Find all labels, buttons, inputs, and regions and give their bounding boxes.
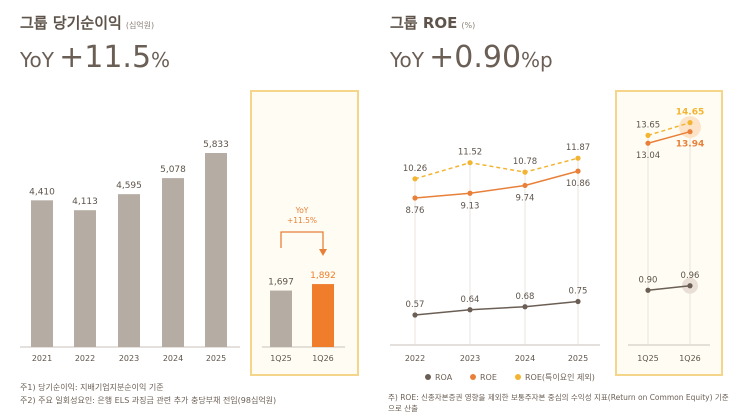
data-label: 0.64 xyxy=(461,295,480,305)
series-line xyxy=(647,121,691,137)
highlight-glow xyxy=(679,116,701,139)
legend-marker xyxy=(515,374,521,380)
x-tick-label: 2022 xyxy=(75,354,95,363)
series-line xyxy=(647,285,691,291)
data-point xyxy=(522,304,528,310)
bar xyxy=(74,210,96,347)
data-label: 8.76 xyxy=(406,206,425,216)
right-yoy: YoY +0.90%p xyxy=(390,40,553,75)
annotation: +11.5% xyxy=(287,216,317,225)
legend-label: ROA xyxy=(435,373,453,382)
bar xyxy=(270,290,292,347)
bar xyxy=(118,194,140,347)
bar xyxy=(205,153,227,347)
left-title-text: 그룹 당기순이익 xyxy=(20,14,122,32)
data-label: 11.87 xyxy=(566,143,590,153)
data-point xyxy=(687,283,693,289)
data-label: 10.86 xyxy=(566,179,590,189)
bar-label: 1,892 xyxy=(310,271,336,281)
data-point xyxy=(645,140,651,146)
data-point xyxy=(522,169,528,175)
data-label: 10.26 xyxy=(403,164,427,174)
data-label: 9.74 xyxy=(516,193,535,203)
arrow-head xyxy=(319,249,327,256)
yoy-label: YoY xyxy=(390,48,425,72)
series-line xyxy=(414,300,579,316)
note-1: 주1) 당기순이익: 지배기업지분순이익 기준 xyxy=(20,383,164,392)
left-yoy: YoY +11.5% xyxy=(20,40,170,75)
series-line xyxy=(414,170,579,199)
legend-marker xyxy=(470,374,476,380)
data-point xyxy=(645,132,651,139)
x-tick-label: 2024 xyxy=(163,354,183,363)
x-tick-label: 1Q26 xyxy=(312,354,334,363)
right-unit: (%) xyxy=(461,21,476,30)
bar-label: 4,410 xyxy=(29,187,55,197)
legend-label: ROE(특이요인 제외) xyxy=(525,372,595,382)
x-tick-label: 2025 xyxy=(568,354,588,363)
x-tick-label: 2021 xyxy=(32,354,52,363)
data-point xyxy=(522,182,528,189)
data-label: 11.52 xyxy=(458,148,482,158)
data-label: 0.90 xyxy=(639,275,658,285)
data-label: 13.94 xyxy=(676,140,704,150)
yoy-value: +11.5 xyxy=(59,40,152,75)
series-line xyxy=(647,130,691,144)
yoy-label: YoY xyxy=(20,48,55,72)
bar xyxy=(312,284,334,347)
legend-label: ROE xyxy=(480,373,497,382)
data-point xyxy=(687,129,693,135)
x-tick-label: 2024 xyxy=(515,354,535,363)
legend-marker xyxy=(425,374,431,380)
right-title: 그룹 ROE (%) xyxy=(390,12,475,33)
data-label: 0.68 xyxy=(516,292,535,302)
yoy-suffix: % xyxy=(151,48,171,72)
data-label: 10.78 xyxy=(513,157,537,167)
data-label: 13.65 xyxy=(636,120,660,130)
data-point xyxy=(575,298,581,305)
quarter-highlight-box-left xyxy=(250,90,359,376)
x-tick-label: 2025 xyxy=(206,354,226,363)
series-line xyxy=(414,157,579,180)
yoy-value: +0.90 xyxy=(429,40,522,75)
data-point xyxy=(645,287,651,293)
bar-label: 1,697 xyxy=(268,278,294,288)
x-tick-label: 2022 xyxy=(405,354,425,363)
data-point xyxy=(575,155,581,161)
x-tick-label: 2023 xyxy=(119,354,139,363)
data-point xyxy=(687,120,693,126)
data-point xyxy=(412,176,418,182)
data-point xyxy=(467,307,473,313)
bar-label: 4,595 xyxy=(116,181,142,191)
data-label: 13.04 xyxy=(636,151,660,161)
yoy-arrow xyxy=(280,231,324,250)
x-tick-label: 2023 xyxy=(460,354,480,363)
data-label: 14.65 xyxy=(676,108,704,118)
note-roe: 주) ROE: 신종자본증권 영향을 제외한 보통주자본 중심의 수익성 지표(… xyxy=(388,393,729,413)
bar xyxy=(31,200,53,347)
data-label: 9.13 xyxy=(461,201,480,211)
data-label: 0.75 xyxy=(569,287,588,297)
left-title: 그룹 당기순이익 (십억원) xyxy=(20,12,154,33)
left-unit: (십억원) xyxy=(125,21,155,30)
data-point xyxy=(412,312,418,318)
annotation: YoY xyxy=(295,206,309,215)
right-title-text: 그룹 ROE xyxy=(390,14,458,32)
x-tick-label: 1Q25 xyxy=(270,354,292,363)
note-2: 주2) 주요 일회성요인: 은행 ELS 과징금 관련 추가 충당부채 전입(9… xyxy=(20,396,277,405)
bar-label: 4,113 xyxy=(72,197,98,207)
x-tick-label: 1Q26 xyxy=(679,354,701,363)
x-tick-label: 1Q25 xyxy=(637,354,659,363)
data-label: 0.96 xyxy=(681,271,700,281)
data-label: 0.57 xyxy=(406,300,425,310)
yoy-suffix: %p xyxy=(521,48,553,72)
bar xyxy=(162,178,184,347)
data-point xyxy=(575,168,581,174)
data-point xyxy=(412,195,418,201)
bar-label: 5,078 xyxy=(160,165,186,175)
bar-label: 5,833 xyxy=(203,140,229,150)
data-point xyxy=(467,190,473,196)
data-point xyxy=(467,160,473,166)
